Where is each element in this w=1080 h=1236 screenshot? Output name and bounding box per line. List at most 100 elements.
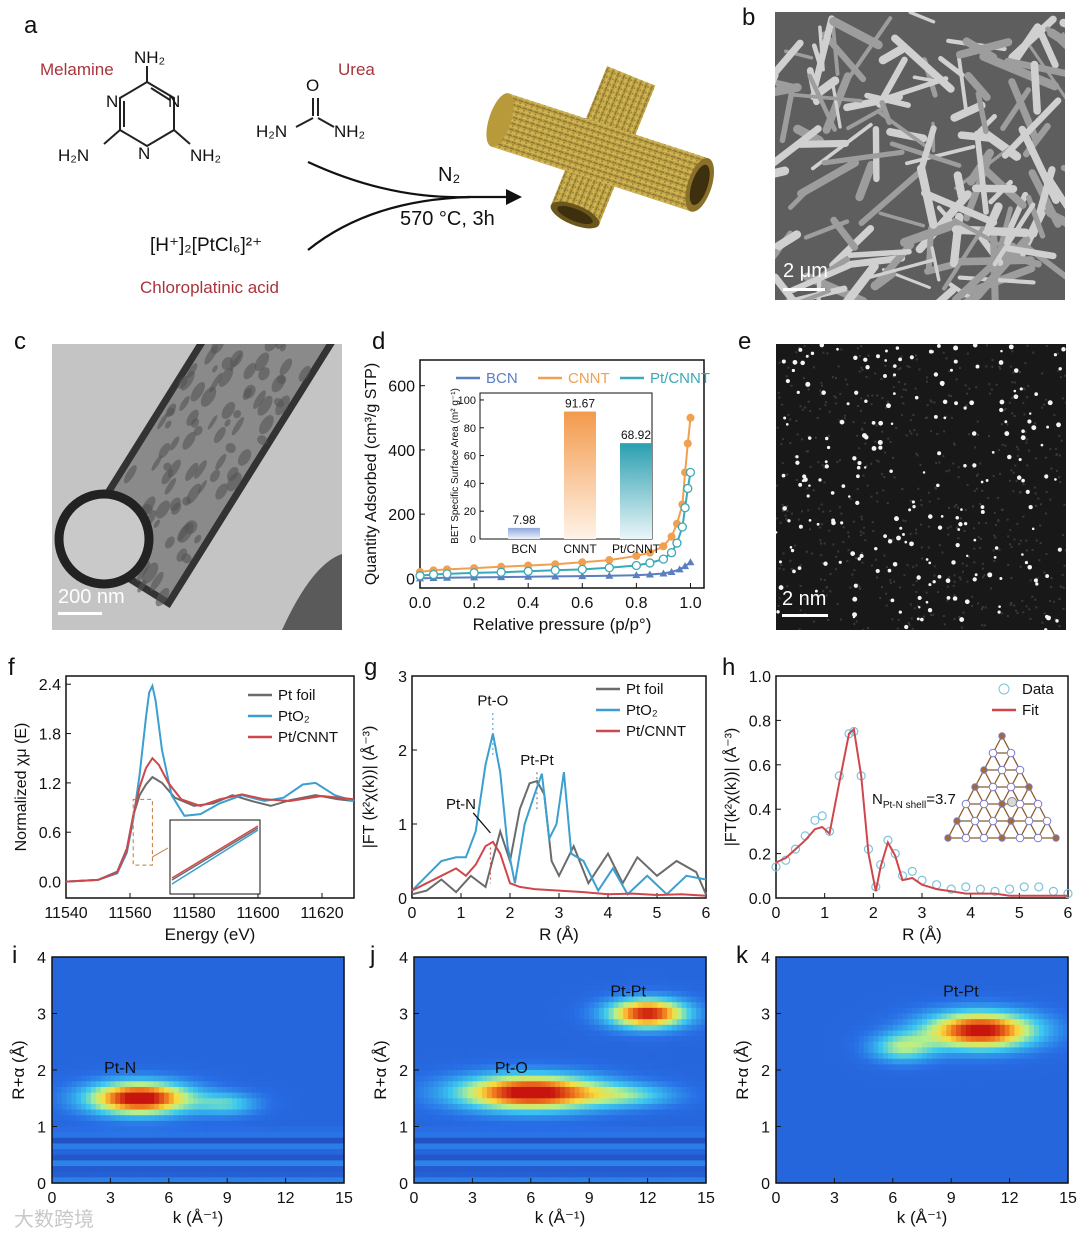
heat-cell	[76, 1132, 82, 1139]
heat-cell	[521, 1047, 527, 1054]
heat-cell	[275, 1115, 282, 1122]
sem-rod	[821, 31, 867, 83]
heat-cell	[251, 957, 257, 964]
haadf-noise	[1041, 406, 1044, 409]
haadf-noise	[892, 386, 895, 389]
heat-cell	[319, 1098, 326, 1105]
haadf-noise	[820, 554, 823, 557]
heat-cell	[428, 973, 435, 981]
tem-image: 200 nm	[52, 344, 342, 630]
heat-cell	[423, 1030, 430, 1037]
heat-cell	[261, 1132, 267, 1139]
heat-cell	[232, 996, 238, 1003]
heat-cell	[521, 1103, 527, 1111]
heat-cell	[324, 1007, 330, 1015]
haadf-noise	[889, 581, 892, 584]
heat-cell	[452, 1019, 459, 1026]
heat-cell	[125, 1109, 131, 1116]
heat-cell	[159, 1070, 165, 1077]
heat-cell	[81, 1086, 87, 1094]
heat-cell	[110, 1103, 116, 1111]
haadf-noise	[821, 523, 824, 526]
tem-grain	[153, 519, 161, 528]
heat-cell	[129, 1154, 136, 1161]
heat-cell	[324, 1166, 330, 1173]
heat-cell	[290, 1086, 296, 1094]
haadf-noise	[1054, 618, 1057, 621]
heat-cell	[501, 1081, 508, 1088]
haadf-noise	[994, 536, 997, 539]
heat-cell	[198, 1070, 204, 1077]
haadf-noise	[852, 520, 855, 523]
haadf-noise	[837, 550, 840, 553]
heat-cell	[414, 990, 420, 998]
heat-cell	[61, 1098, 68, 1105]
heat-cell	[198, 1154, 204, 1161]
heat-cell	[183, 1166, 189, 1173]
heat-cell	[506, 1098, 512, 1105]
heat-cell	[217, 1070, 223, 1077]
heat-cell	[159, 1132, 165, 1139]
heat-cell	[418, 1070, 425, 1077]
heat-cell	[81, 973, 87, 981]
heat-cell	[501, 1041, 508, 1048]
heat-cell	[280, 1120, 287, 1128]
sem-rod	[878, 211, 926, 228]
heat-cell	[511, 1041, 517, 1048]
heat-cell	[163, 1086, 170, 1094]
haadf-noise	[1057, 369, 1060, 372]
heat-cell	[462, 1019, 469, 1026]
data-point	[961, 882, 971, 892]
pt-single-atom	[825, 436, 829, 441]
heat-cell	[246, 985, 253, 992]
heat-cell	[159, 996, 165, 1003]
haadf-noise	[905, 389, 908, 392]
heat-cell	[149, 1086, 155, 1094]
heat-cell	[71, 1030, 77, 1037]
heat-cell	[246, 968, 253, 975]
heat-cell	[129, 1120, 136, 1128]
heat-cell	[300, 1143, 306, 1150]
heat-cell	[329, 1007, 335, 1015]
heat-cell	[261, 1137, 267, 1145]
heat-cell	[168, 1092, 175, 1099]
heat-cell	[217, 1058, 223, 1065]
heat-cell	[496, 1030, 503, 1037]
heat-cell	[193, 1092, 199, 1099]
sem-rod	[1000, 87, 1032, 131]
heat-cell	[163, 996, 170, 1003]
heat-cell	[462, 1075, 469, 1082]
heat-cell	[193, 1081, 199, 1088]
heat-cell	[154, 979, 160, 986]
heat-cell	[241, 1109, 248, 1116]
heat-cell	[540, 1132, 546, 1139]
heat-cell	[159, 962, 165, 969]
y-tick-label: 2.4	[39, 677, 61, 694]
heat-cell	[309, 985, 316, 992]
heat-cell	[418, 996, 425, 1003]
heat-cell	[428, 1143, 435, 1150]
heat-cell	[95, 1036, 102, 1043]
haadf-noise	[948, 394, 951, 397]
heat-cell	[76, 1086, 82, 1094]
heat-cell	[134, 1120, 141, 1128]
heat-cell	[418, 1154, 425, 1161]
haadf-noise	[1064, 401, 1066, 404]
haadf-noise	[998, 548, 1001, 551]
haadf-noise	[952, 584, 955, 587]
haadf-noise	[915, 433, 918, 436]
heat-cell	[90, 1137, 97, 1145]
heat-cell	[452, 1024, 459, 1032]
heat-cell	[319, 1002, 326, 1009]
heat-cell	[149, 1132, 155, 1139]
heat-cell	[433, 1120, 439, 1128]
heat-cell	[134, 1149, 141, 1156]
haadf-noise	[809, 409, 812, 412]
heat-cell	[241, 1030, 248, 1037]
heat-cell	[86, 1132, 92, 1139]
heat-cell	[329, 1109, 335, 1116]
heat-cell	[178, 1053, 184, 1060]
haadf-noise	[981, 624, 984, 627]
heat-cell	[261, 1024, 267, 1032]
heat-cell	[232, 1007, 238, 1015]
